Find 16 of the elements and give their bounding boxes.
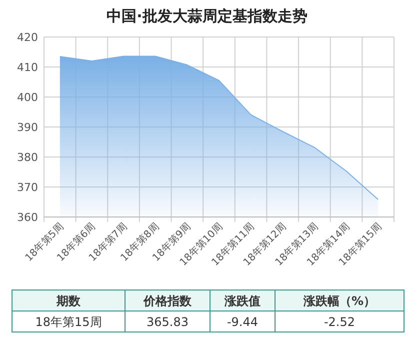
y-tick-label: 420 bbox=[17, 31, 38, 44]
y-tick-label: 380 bbox=[17, 151, 38, 164]
y-tick-label: 390 bbox=[17, 121, 38, 134]
text: 期数 bbox=[56, 294, 82, 308]
chart-title: 中国·批发大蒜周定基指数走势 bbox=[106, 7, 308, 25]
text: -9.44 bbox=[226, 315, 258, 329]
text: 涨跌值 bbox=[224, 294, 260, 308]
text: 365.83 bbox=[146, 315, 188, 329]
y-tick-label: 360 bbox=[17, 211, 38, 224]
y-tick-label: 410 bbox=[17, 61, 38, 74]
text: 价格指数 bbox=[142, 294, 192, 308]
text: 涨跌幅（%） bbox=[302, 294, 376, 308]
y-tick-label: 400 bbox=[17, 91, 38, 104]
text: -2.52 bbox=[324, 315, 356, 329]
text: 18年第15周 bbox=[35, 315, 102, 329]
y-tick-label: 370 bbox=[17, 181, 38, 194]
